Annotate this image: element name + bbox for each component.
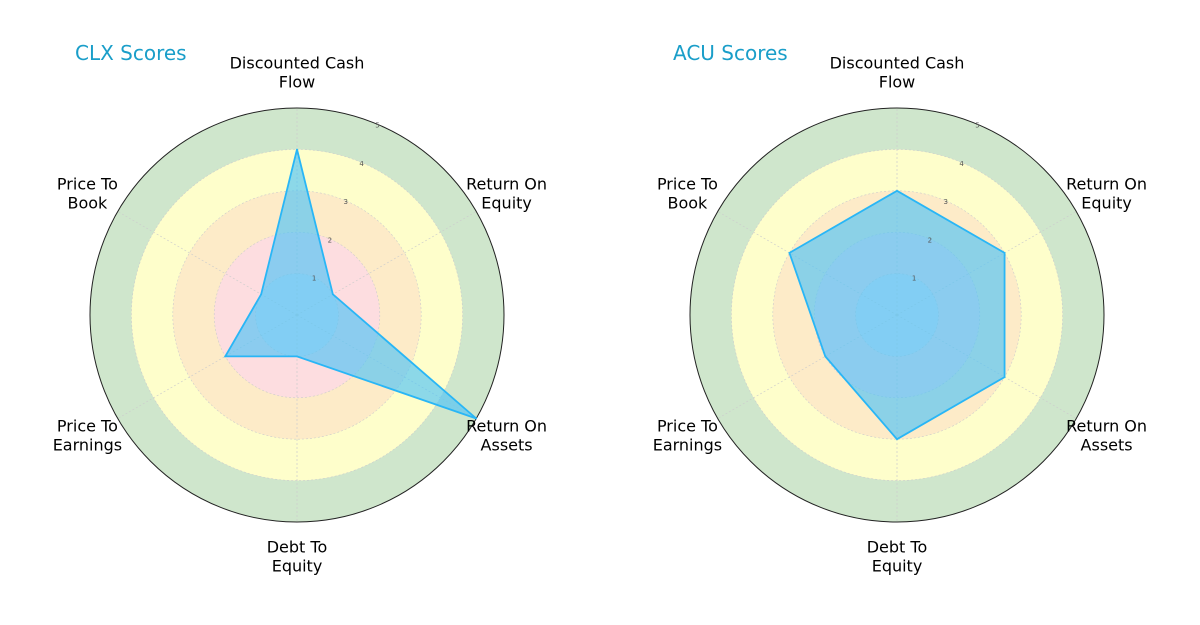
acu-data-point [824, 355, 827, 358]
clx-data-point [296, 148, 298, 151]
acu-axis-label: Discounted Cash Flow [830, 54, 965, 92]
clx-data-point [260, 293, 262, 296]
clx-grid-spoke [296, 211, 477, 316]
clx-chart-title: CLX Scores [75, 41, 187, 65]
clx-tick-label: 4 [359, 160, 364, 168]
acu-data-point [788, 252, 791, 254]
acu-outer-border [689, 107, 1105, 523]
clx-data-point [332, 293, 334, 296]
clx-axis-label: Return On Assets [466, 417, 547, 455]
clx-grid-spoke [117, 314, 298, 419]
acu-tick-label: 3 [944, 198, 948, 206]
acu-axis-label: Return On Assets [1066, 417, 1147, 455]
clx-grid-spoke [117, 211, 298, 316]
clx-data-point [296, 355, 298, 358]
acu-data-point [896, 438, 898, 441]
acu-tick-label: 4 [959, 160, 964, 168]
acu-axis-label: Debt To Equity [867, 538, 928, 576]
acu-data-point [1003, 376, 1006, 378]
clx-outer-border [89, 107, 505, 523]
acu-axis-label: Return On Equity [1066, 175, 1147, 213]
acu-grid-spoke [896, 211, 1077, 316]
acu-radar-panel: 1 2 3 4 5 Discounted Cash Flow Return On Equity R… [653, 41, 1147, 576]
acu-data-point [896, 190, 898, 192]
clx-axis-label: Price To Earnings [53, 417, 122, 455]
clx-axis-label: Discounted Cash Flow [230, 54, 365, 92]
clx-tick-label: 1 [312, 275, 316, 283]
clx-data-point [475, 417, 478, 420]
acu-grid-spoke [717, 314, 898, 419]
acu-chart-title: ACU Scores [673, 41, 788, 65]
acu-data-point [1003, 252, 1006, 254]
clx-radar-panel: 1 2 3 4 5 Discounted Cash Flow Return On Equity R… [53, 41, 547, 576]
acu-grid-spoke [896, 314, 1077, 419]
clx-axis-label: Price To Book [57, 175, 118, 213]
acu-grid-spoke [717, 211, 898, 316]
clx-tick-label: 5 [375, 122, 379, 130]
clx-tick-label: 3 [344, 198, 348, 206]
acu-tick-label: 1 [912, 275, 916, 283]
acu-tick-label: 5 [975, 122, 979, 130]
acu-tick-label: 2 [928, 236, 932, 244]
clx-tick-label: 2 [328, 236, 332, 244]
clx-data-point [224, 355, 227, 358]
acu-axis-label: Price To Book [657, 175, 718, 213]
acu-axis-label: Price To Earnings [653, 417, 722, 455]
clx-axis-label: Debt To Equity [267, 538, 328, 576]
clx-axis-label: Return On Equity [466, 175, 547, 213]
